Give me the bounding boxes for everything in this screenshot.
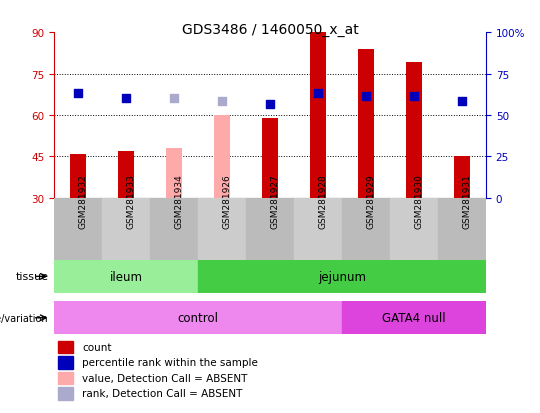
- Bar: [58, 356, 73, 369]
- Point: [122, 96, 130, 102]
- Text: value, Detection Call = ABSENT: value, Detection Call = ABSENT: [82, 373, 247, 383]
- Bar: [438, 198, 486, 260]
- Text: GDS3486 / 1460050_x_at: GDS3486 / 1460050_x_at: [181, 23, 359, 37]
- Text: GSM281930: GSM281930: [414, 174, 423, 229]
- Point: [218, 99, 226, 105]
- Bar: [102, 198, 150, 260]
- Text: GSM281928: GSM281928: [318, 174, 327, 229]
- Point: [410, 93, 418, 100]
- Bar: [294, 198, 342, 260]
- Bar: [54, 301, 342, 335]
- Text: GSM281929: GSM281929: [366, 174, 375, 229]
- Bar: [58, 387, 73, 400]
- Text: control: control: [178, 311, 219, 325]
- Point: [314, 90, 322, 97]
- Bar: [406, 63, 422, 198]
- Bar: [150, 198, 198, 260]
- Bar: [214, 116, 231, 198]
- Text: jejunum: jejunum: [318, 270, 366, 283]
- Bar: [198, 198, 246, 260]
- Text: GSM281932: GSM281932: [78, 174, 87, 229]
- Text: rank, Detection Call = ABSENT: rank, Detection Call = ABSENT: [82, 389, 242, 399]
- Text: GSM281933: GSM281933: [126, 174, 135, 229]
- Bar: [118, 152, 134, 198]
- Point: [362, 93, 370, 100]
- Bar: [390, 198, 438, 260]
- Text: GSM281934: GSM281934: [174, 174, 183, 229]
- Text: GATA4 null: GATA4 null: [382, 311, 446, 325]
- Text: GSM281931: GSM281931: [462, 174, 471, 229]
- Bar: [357, 50, 374, 198]
- Bar: [198, 260, 486, 293]
- Text: ileum: ileum: [110, 270, 143, 283]
- Point: [266, 101, 274, 108]
- Bar: [246, 198, 294, 260]
- Bar: [309, 33, 326, 198]
- Bar: [70, 154, 86, 198]
- Text: genotype/variation: genotype/variation: [0, 313, 49, 323]
- Bar: [261, 119, 279, 198]
- Text: GSM281927: GSM281927: [270, 174, 279, 229]
- Bar: [342, 198, 390, 260]
- Text: GSM281926: GSM281926: [222, 174, 231, 229]
- Bar: [454, 157, 470, 198]
- Bar: [166, 149, 183, 198]
- Bar: [54, 260, 198, 293]
- Text: tissue: tissue: [16, 272, 49, 282]
- Bar: [58, 372, 73, 384]
- Bar: [58, 341, 73, 354]
- Point: [170, 96, 178, 102]
- Bar: [54, 198, 102, 260]
- Point: [73, 90, 82, 97]
- Text: count: count: [82, 342, 112, 352]
- Point: [458, 99, 467, 105]
- Text: percentile rank within the sample: percentile rank within the sample: [82, 358, 258, 368]
- Bar: [342, 301, 486, 335]
